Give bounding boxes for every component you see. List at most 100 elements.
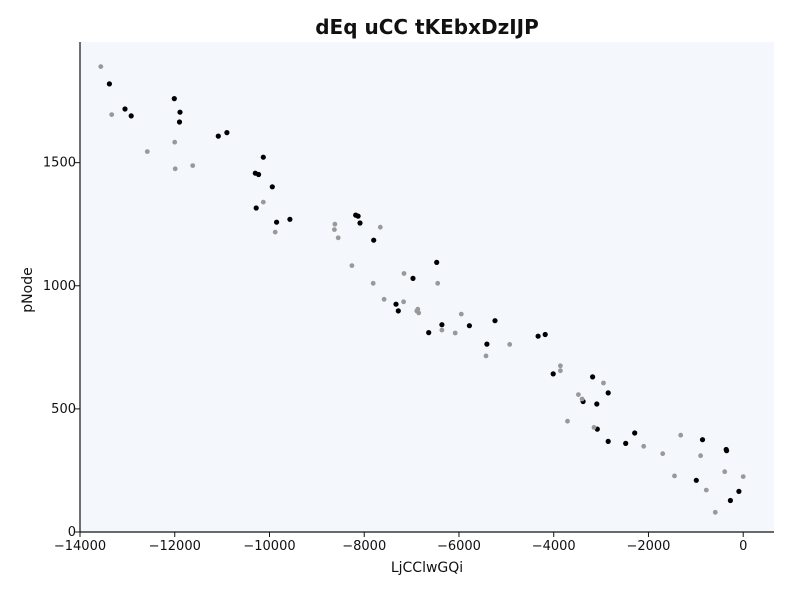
data-point-series-1 [594, 401, 600, 407]
data-point-series-2 [660, 451, 666, 457]
data-point-series-2 [558, 368, 563, 374]
data-point-series-1 [177, 109, 183, 115]
data-point-series-2 [272, 229, 278, 235]
data-point-series-2 [703, 487, 709, 493]
data-point-series-2 [335, 235, 341, 241]
data-point-series-2 [98, 64, 104, 69]
data-point-series-1 [632, 430, 638, 436]
data-point-series-2 [401, 299, 406, 305]
data-point-series-1 [693, 477, 699, 483]
data-point-series-2 [698, 453, 703, 459]
data-point-series-1 [542, 331, 548, 338]
x-tick-label: −4000 [532, 539, 576, 554]
data-point-series-1 [699, 437, 706, 443]
data-point-series-1 [605, 390, 611, 396]
data-point-series-1 [484, 341, 490, 347]
y-axis-label: pNode [20, 267, 36, 312]
x-axis-ticks: −14000 −12000 −10000 −8000 −6000 −4000 −2000 0 [54, 532, 747, 554]
data-point-series-2 [483, 353, 489, 359]
data-point-series-1 [605, 438, 611, 444]
data-point-series-1 [393, 301, 399, 307]
data-point-series-2 [601, 380, 606, 386]
data-point-series-2 [370, 280, 376, 286]
data-point-series-2 [439, 327, 445, 333]
data-point-series-1 [724, 448, 730, 454]
data-point-series-2 [172, 166, 178, 172]
data-point-series-1 [215, 133, 221, 139]
y-tick-label: 0 [68, 525, 76, 540]
x-tick-label: 0 [739, 539, 747, 554]
data-point-series-1 [253, 205, 259, 211]
data-point-series-1 [434, 259, 440, 265]
data-point-series-1 [176, 119, 183, 125]
data-point-series-1 [106, 81, 112, 87]
data-point-series-2 [579, 396, 585, 402]
data-point-series-2 [565, 418, 570, 424]
data-point-series-1 [269, 184, 275, 190]
data-point-series-2 [591, 425, 597, 430]
x-tick-label: −14000 [54, 539, 106, 554]
data-point-series-1 [623, 440, 629, 446]
data-point-series-2 [435, 280, 441, 286]
data-point-series-1 [395, 308, 401, 314]
data-point-series-2 [507, 342, 513, 347]
data-point-series-2 [416, 310, 422, 316]
x-tick-label: −6000 [437, 539, 481, 554]
data-point-series-2 [672, 473, 677, 479]
data-point-series-2 [722, 469, 728, 475]
data-point-series-1 [128, 113, 134, 119]
x-tick-label: −10000 [243, 539, 295, 554]
data-point-series-1 [357, 220, 363, 226]
data-point-series-2 [109, 112, 115, 117]
x-tick-label: −2000 [626, 539, 670, 554]
data-point-series-1 [736, 488, 742, 494]
plot-background [80, 42, 774, 532]
data-point-series-1 [727, 497, 734, 504]
y-tick-label: 1000 [43, 279, 76, 294]
chart-title: dEq uCC tKEbxDzIJP [315, 15, 539, 39]
data-point-series-1 [355, 213, 361, 219]
data-point-series-2 [190, 163, 196, 169]
data-point-series-1 [274, 219, 280, 225]
data-point-series-2 [712, 509, 718, 515]
data-point-series-1 [550, 371, 556, 377]
x-axis-label: LjCClwGQi [391, 560, 463, 576]
x-tick-label: −8000 [342, 539, 386, 554]
data-point-series-1 [256, 171, 262, 178]
data-point-series-2 [558, 363, 563, 369]
data-point-series-1 [371, 237, 377, 243]
data-point-series-2 [452, 330, 458, 336]
data-point-series-1 [260, 154, 266, 160]
y-tick-label: 1500 [43, 156, 76, 171]
data-point-series-2 [144, 149, 150, 155]
y-tick-label: 500 [51, 402, 76, 417]
data-point-series-2 [332, 221, 338, 227]
data-point-series-1 [122, 106, 128, 112]
data-point-series-2 [332, 227, 337, 233]
data-point-series-1 [439, 322, 445, 328]
data-point-series-1 [590, 374, 596, 380]
data-point-series-2 [377, 224, 383, 230]
data-point-series-2 [172, 139, 178, 145]
data-point-series-2 [260, 199, 266, 205]
y-axis-ticks: 0 500 1000 1500 [43, 156, 80, 540]
data-point-series-2 [458, 311, 464, 317]
data-point-series-1 [287, 216, 293, 222]
data-points [98, 64, 746, 515]
data-point-series-2 [576, 392, 581, 397]
data-point-series-1 [492, 318, 498, 324]
data-point-series-1 [466, 323, 472, 329]
data-point-series-2 [401, 271, 407, 276]
x-tick-label: −12000 [149, 539, 201, 554]
data-point-series-2 [349, 263, 355, 268]
data-point-series-1 [224, 130, 230, 136]
data-point-series-1 [535, 333, 541, 339]
data-point-series-1 [426, 330, 432, 336]
data-point-series-2 [678, 432, 684, 438]
data-point-series-2 [641, 443, 647, 449]
data-point-series-1 [410, 275, 416, 281]
data-point-series-2 [740, 474, 746, 479]
data-point-series-2 [381, 296, 387, 302]
data-point-series-1 [171, 96, 177, 102]
